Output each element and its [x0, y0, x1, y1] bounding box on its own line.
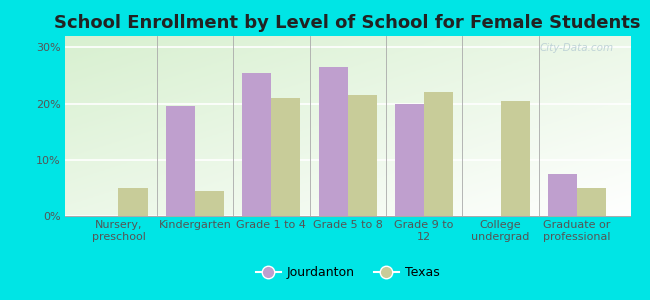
Bar [242, 73, 271, 216]
Bar [195, 191, 224, 216]
Bar [348, 95, 377, 216]
Bar [271, 98, 300, 216]
Bar [118, 188, 148, 216]
Text: City-Data.com: City-Data.com [540, 43, 614, 53]
Bar [424, 92, 453, 216]
Legend: Jourdanton, Texas: Jourdanton, Texas [250, 260, 446, 285]
Bar [577, 188, 606, 216]
Bar [500, 101, 530, 216]
Title: School Enrollment by Level of School for Female Students: School Enrollment by Level of School for… [55, 14, 641, 32]
Bar [318, 67, 348, 216]
Bar [166, 106, 195, 216]
Bar [395, 103, 424, 216]
Bar [548, 174, 577, 216]
